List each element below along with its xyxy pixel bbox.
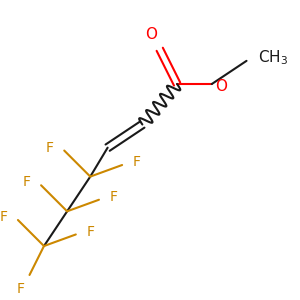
- Text: O: O: [215, 80, 227, 94]
- Text: F: F: [110, 190, 117, 204]
- Text: F: F: [22, 176, 31, 189]
- Text: F: F: [133, 155, 141, 169]
- Text: F: F: [46, 141, 54, 155]
- Text: F: F: [0, 210, 8, 224]
- Text: O: O: [145, 27, 157, 42]
- Text: F: F: [17, 282, 25, 296]
- Text: CH$_3$: CH$_3$: [258, 49, 288, 67]
- Text: F: F: [86, 225, 94, 238]
